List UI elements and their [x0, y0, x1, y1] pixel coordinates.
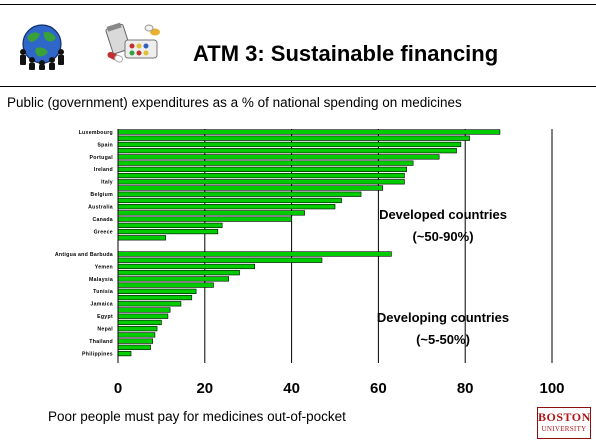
boston-university-logo: BOSTON UNIVERSITY	[537, 407, 591, 439]
slide-title: ATM 3: Sustainable financing	[193, 41, 499, 66]
category-label: Spain	[97, 142, 113, 148]
category-label: Malaysia	[89, 277, 113, 283]
category-label: Australia	[88, 205, 113, 211]
bar	[117, 172, 405, 179]
logo-line2: UNIVERSITY	[541, 425, 587, 433]
category-label: Egypt	[97, 314, 113, 320]
bar	[117, 185, 384, 191]
category-label: Yemen	[95, 264, 113, 270]
bar	[117, 160, 414, 166]
bar	[117, 301, 182, 307]
bar	[117, 210, 305, 216]
bar	[117, 294, 193, 301]
x-tick-label: 80	[457, 380, 474, 397]
category-label: Greece	[94, 229, 113, 235]
category-label: Thailand	[89, 339, 113, 345]
category-label: Canada	[92, 217, 113, 223]
annotation-line1: Developed countries	[379, 207, 507, 222]
annotation-line2: (~50-90%)	[412, 229, 473, 244]
bar	[117, 191, 362, 197]
bar	[117, 276, 229, 282]
bar	[117, 148, 457, 154]
bar	[117, 263, 256, 270]
x-tick-label: 40	[283, 380, 300, 397]
category-label: Nepal	[97, 327, 113, 333]
annotation-line2: (~5-50%)	[416, 332, 470, 347]
x-tick-label: 20	[196, 380, 213, 397]
bar	[117, 326, 158, 332]
bar	[117, 344, 151, 350]
globe-people-icon	[20, 24, 64, 70]
category-label: Luxembourg	[79, 130, 113, 136]
bar	[117, 154, 440, 160]
annotation-line1: Developing countries	[377, 310, 509, 325]
bar	[117, 338, 154, 344]
footer-note: Poor people must pay for medicines out-o…	[48, 409, 346, 424]
logo-line1: BOSTON	[538, 410, 591, 424]
bar	[117, 288, 197, 294]
bar	[117, 222, 223, 228]
bar	[117, 319, 162, 326]
bar	[117, 197, 342, 204]
medicine-pills-icon	[105, 22, 160, 63]
category-label: Italy	[101, 180, 113, 186]
bar	[117, 257, 323, 263]
top-divider	[0, 4, 596, 5]
bar	[117, 332, 156, 338]
category-label: Ireland	[94, 167, 113, 173]
bar	[117, 179, 405, 185]
bar	[117, 350, 132, 357]
bar	[117, 129, 501, 135]
bar	[117, 135, 470, 141]
bar	[117, 307, 171, 313]
bar	[117, 313, 169, 319]
x-tick-label: 0	[114, 380, 122, 397]
bar	[117, 235, 167, 241]
bar	[117, 216, 292, 222]
category-label: Belgium	[90, 192, 113, 198]
bar	[117, 141, 462, 148]
category-label: Portugal	[90, 155, 114, 161]
category-label: Tunisia	[93, 289, 113, 295]
bar	[117, 270, 240, 276]
bar	[117, 166, 407, 172]
category-label: Antigua and Barbuda	[55, 252, 113, 258]
title-divider	[0, 86, 596, 87]
category-label: Philippines	[82, 351, 113, 357]
x-tick-label: 100	[539, 380, 564, 397]
bar-chart: Luxembourg Spain Portugal Ireland Italy Belgi…	[55, 129, 565, 397]
category-label: Jamaica	[90, 302, 113, 308]
bar	[117, 228, 219, 235]
bar	[117, 204, 336, 210]
bar	[117, 282, 214, 288]
chart-subtitle: Public (government) expenditures as a % …	[7, 95, 462, 110]
x-tick-label: 60	[370, 380, 387, 397]
bar	[117, 251, 392, 257]
